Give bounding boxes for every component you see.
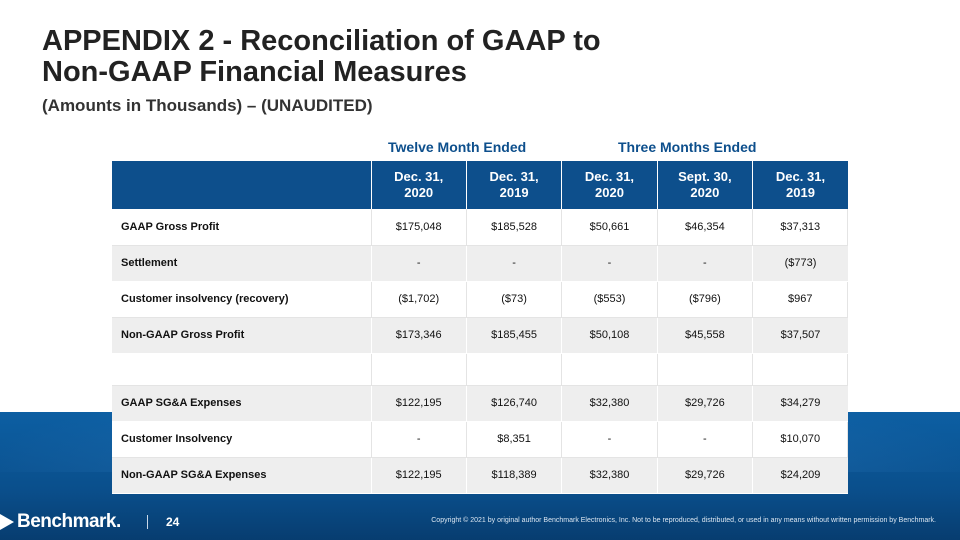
- column-header: Dec. 31, 2020: [371, 161, 467, 209]
- page-title: APPENDIX 2 - Reconciliation of GAAP to N…: [42, 26, 601, 88]
- table-cell: -: [466, 245, 563, 282]
- row-label: Customer insolvency (recovery): [112, 281, 372, 318]
- table-cell: $37,313: [752, 209, 849, 246]
- table-cell: $37,507: [752, 317, 848, 354]
- table-cell: [752, 353, 849, 386]
- table-cell: $45,558: [657, 317, 754, 354]
- period-header-twelve-months: Twelve Month Ended: [388, 139, 527, 155]
- row-label: [112, 353, 372, 386]
- table-cell: $118,389: [466, 457, 563, 494]
- page-number: 24: [166, 515, 180, 529]
- table-cell: $29,726: [657, 457, 754, 494]
- table-row: Settlement - - - - ($773): [112, 245, 848, 282]
- table-cell: $8,351: [466, 421, 563, 458]
- table-row: Customer Insolvency - $8,351 - - $10,070: [112, 421, 849, 458]
- table-row: Non-GAAP SG&A Expenses $122,195 $118,389…: [112, 457, 848, 494]
- table-cell: -: [657, 421, 754, 458]
- table-row: GAAP SG&A Expenses $122,195 $126,740 $32…: [112, 385, 848, 422]
- table-cell: $173,346: [371, 317, 467, 354]
- row-label: GAAP Gross Profit: [112, 209, 372, 246]
- row-label: Customer Insolvency: [112, 421, 372, 458]
- page-subtitle: (Amounts in Thousands) – (UNAUDITED): [42, 96, 373, 115]
- table-cell: $46,354: [657, 209, 754, 246]
- table-row-spacer: [112, 353, 849, 386]
- table-cell: [561, 353, 658, 386]
- table-row: Customer insolvency (recovery) ($1,702) …: [112, 281, 849, 318]
- table-cell: $126,740: [466, 385, 563, 422]
- table-cell: [657, 353, 754, 386]
- table-cell: $50,661: [561, 209, 658, 246]
- footer: Benchmark. 24 Copyright © 2021 by origin…: [0, 505, 960, 540]
- table-cell: ($73): [466, 281, 563, 318]
- benchmark-logo: Benchmark.: [0, 511, 121, 533]
- table-cell: ($773): [752, 245, 848, 282]
- table-cell: $24,209: [752, 457, 848, 494]
- table-cell: $185,455: [466, 317, 563, 354]
- table-cell: $10,070: [752, 421, 849, 458]
- title-line-1: APPENDIX 2 - Reconciliation of GAAP to: [42, 25, 601, 57]
- table-cell: $29,726: [657, 385, 754, 422]
- row-label: Settlement: [112, 245, 372, 282]
- header-label-cell: [112, 161, 372, 209]
- table-cell: -: [371, 245, 467, 282]
- table-cell: $122,195: [371, 457, 467, 494]
- copyright-notice: Copyright © 2021 by original author Benc…: [431, 517, 936, 524]
- table-cell: ($1,702): [371, 281, 467, 318]
- table-cell: [466, 353, 563, 386]
- column-header: Dec. 31, 2019: [752, 161, 848, 209]
- table-cell: -: [657, 245, 754, 282]
- row-label: GAAP SG&A Expenses: [112, 385, 372, 422]
- table-cell: -: [561, 245, 658, 282]
- table-cell: $32,380: [561, 457, 658, 494]
- table-cell: $185,528: [466, 209, 563, 246]
- table-cell: ($796): [657, 281, 754, 318]
- column-header: Dec. 31, 2020: [561, 161, 658, 209]
- table-row: GAAP Gross Profit $175,048 $185,528 $50,…: [112, 209, 849, 246]
- table-cell: $175,048: [371, 209, 467, 246]
- footer-divider: [147, 515, 148, 529]
- table-cell: $122,195: [371, 385, 467, 422]
- play-triangle-icon: [0, 514, 14, 530]
- table-cell: $967: [752, 281, 849, 318]
- table-cell: ($553): [561, 281, 658, 318]
- table-header-row: Dec. 31, 2020 Dec. 31, 2019 Dec. 31, 2020 S…: [112, 161, 848, 209]
- row-label: Non-GAAP SG&A Expenses: [112, 457, 372, 494]
- period-header-three-months: Three Months Ended: [618, 139, 757, 155]
- reconciliation-table: Dec. 31, 2020 Dec. 31, 2019 Dec. 31, 2020 S…: [112, 161, 849, 494]
- column-header: Sept. 30, 2020: [657, 161, 754, 209]
- table-row: Non-GAAP Gross Profit $173,346 $185,455 …: [112, 317, 848, 354]
- title-line-2: Non-GAAP Financial Measures: [42, 56, 467, 88]
- table-cell: -: [371, 421, 467, 458]
- row-label: Non-GAAP Gross Profit: [112, 317, 372, 354]
- logo-text: Benchmark.: [17, 511, 121, 532]
- table-cell: [371, 353, 467, 386]
- column-header: Dec. 31, 2019: [466, 161, 563, 209]
- table-cell: $32,380: [561, 385, 658, 422]
- table-cell: -: [561, 421, 658, 458]
- table-cell: $50,108: [561, 317, 658, 354]
- table-cell: $34,279: [752, 385, 848, 422]
